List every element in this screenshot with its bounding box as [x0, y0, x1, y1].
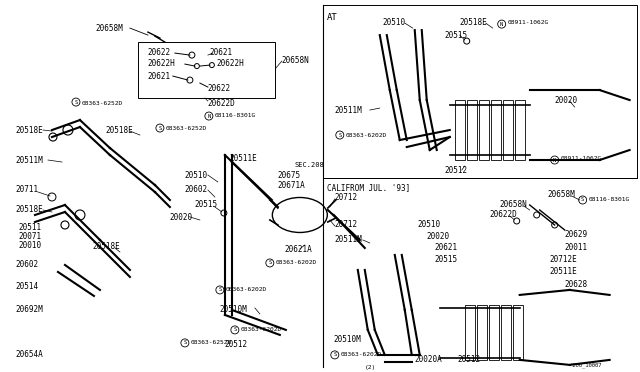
- Text: 20518E: 20518E: [460, 17, 488, 26]
- Text: 20515: 20515: [435, 256, 458, 264]
- Text: S: S: [218, 288, 221, 292]
- Bar: [138, 42, 275, 98]
- Text: 20621: 20621: [210, 48, 233, 57]
- Text: 08363-6252D: 08363-6252D: [191, 340, 232, 346]
- Text: 20622H: 20622H: [148, 58, 175, 68]
- Bar: [479, 100, 489, 160]
- Text: 08116-8301G: 08116-8301G: [215, 113, 256, 118]
- Text: (2): (2): [365, 365, 376, 371]
- Text: 08363-6202D: 08363-6202D: [346, 132, 387, 138]
- Text: 20621: 20621: [435, 243, 458, 253]
- Text: 20629: 20629: [564, 231, 588, 240]
- Text: 20658M: 20658M: [548, 190, 575, 199]
- Text: 20515: 20515: [195, 201, 218, 209]
- Text: 20628: 20628: [564, 280, 588, 289]
- Text: S: S: [268, 260, 271, 266]
- Text: 20712: 20712: [335, 221, 358, 230]
- Text: S: S: [233, 327, 237, 333]
- Text: 20654A: 20654A: [15, 350, 43, 359]
- Text: 20510M: 20510M: [334, 336, 362, 344]
- Text: 20658N: 20658N: [500, 201, 527, 209]
- Text: N: N: [500, 22, 503, 26]
- Text: 20622D: 20622D: [490, 211, 518, 219]
- Text: 20510: 20510: [418, 221, 441, 230]
- Text: 08363-6252D: 08363-6252D: [166, 125, 207, 131]
- Bar: [489, 305, 499, 360]
- Text: ^200_10007: ^200_10007: [570, 362, 602, 368]
- Bar: [455, 100, 465, 160]
- Text: 08363-6252D: 08363-6252D: [82, 100, 124, 106]
- Text: 08363-6202D: 08363-6202D: [241, 327, 282, 333]
- Text: 20020: 20020: [555, 96, 578, 105]
- Bar: [477, 305, 486, 360]
- Text: 08116-8301G: 08116-8301G: [589, 198, 630, 202]
- Text: 20010: 20010: [18, 241, 41, 250]
- Text: 20020: 20020: [427, 232, 450, 241]
- Text: 20518E: 20518E: [105, 125, 132, 135]
- Text: 20622H: 20622H: [217, 58, 244, 68]
- Text: 20512: 20512: [445, 166, 468, 174]
- Text: N: N: [553, 157, 556, 163]
- Text: SEC.208: SEC.208: [295, 162, 324, 168]
- Text: 20011: 20011: [564, 243, 588, 253]
- Text: 20621A: 20621A: [285, 246, 312, 254]
- Text: 20020: 20020: [170, 214, 193, 222]
- Text: 20514: 20514: [15, 282, 38, 291]
- Text: 20515: 20515: [445, 31, 468, 39]
- Text: 20658M: 20658M: [95, 23, 123, 33]
- Text: 20511M: 20511M: [335, 106, 362, 115]
- Text: 20020A: 20020A: [415, 355, 442, 365]
- Bar: [467, 100, 477, 160]
- Text: 20622: 20622: [208, 84, 231, 93]
- Text: 20510M: 20510M: [220, 305, 248, 314]
- Text: 20658N: 20658N: [282, 55, 310, 65]
- Bar: [515, 100, 525, 160]
- Text: 20510: 20510: [383, 17, 406, 26]
- Text: 20071: 20071: [18, 232, 41, 241]
- Text: 20518E: 20518E: [15, 125, 43, 135]
- Text: 20518E: 20518E: [92, 243, 120, 251]
- Text: 20671A: 20671A: [278, 180, 305, 189]
- Text: S: S: [581, 198, 584, 202]
- Text: 20512: 20512: [458, 355, 481, 365]
- Text: 08363-6202D: 08363-6202D: [276, 260, 317, 266]
- Text: 20518E: 20518E: [15, 205, 43, 215]
- Text: 08911-1062G: 08911-1062G: [561, 155, 602, 160]
- Text: 20622: 20622: [148, 48, 171, 57]
- Text: 20511M: 20511M: [15, 155, 43, 164]
- Text: 20511M: 20511M: [335, 235, 362, 244]
- Text: 20511E: 20511E: [230, 154, 258, 163]
- Text: 0B363-6202D: 0B363-6202D: [226, 288, 267, 292]
- Text: 20602: 20602: [185, 186, 208, 195]
- Text: S: S: [158, 125, 161, 131]
- Text: 08911-1062G: 08911-1062G: [508, 20, 549, 25]
- Bar: [323, 5, 637, 178]
- Text: 20602: 20602: [15, 260, 38, 269]
- Text: S: S: [333, 352, 337, 357]
- Bar: [513, 305, 523, 360]
- Text: 20510: 20510: [185, 170, 208, 180]
- Bar: [500, 305, 511, 360]
- Text: 08363-6202D: 08363-6202D: [340, 352, 382, 357]
- Text: 20511: 20511: [18, 224, 41, 232]
- Text: S: S: [183, 340, 186, 346]
- Text: 20712: 20712: [335, 193, 358, 202]
- Text: S: S: [74, 100, 77, 105]
- Text: 20621: 20621: [148, 71, 171, 81]
- Text: N: N: [207, 113, 211, 119]
- Bar: [502, 100, 513, 160]
- Bar: [465, 305, 475, 360]
- Text: 20675: 20675: [278, 170, 301, 180]
- Text: 20622D: 20622D: [208, 99, 236, 108]
- Text: AT: AT: [327, 13, 337, 22]
- Text: 20711: 20711: [15, 186, 38, 195]
- Text: 20512: 20512: [225, 340, 248, 349]
- Text: CALIFROM JUL. '93]: CALIFROM JUL. '93]: [327, 183, 410, 192]
- Bar: [491, 100, 500, 160]
- Text: 20712E: 20712E: [550, 256, 577, 264]
- Text: S: S: [338, 132, 341, 138]
- Text: 20511E: 20511E: [550, 267, 577, 276]
- Text: 20692M: 20692M: [15, 305, 43, 314]
